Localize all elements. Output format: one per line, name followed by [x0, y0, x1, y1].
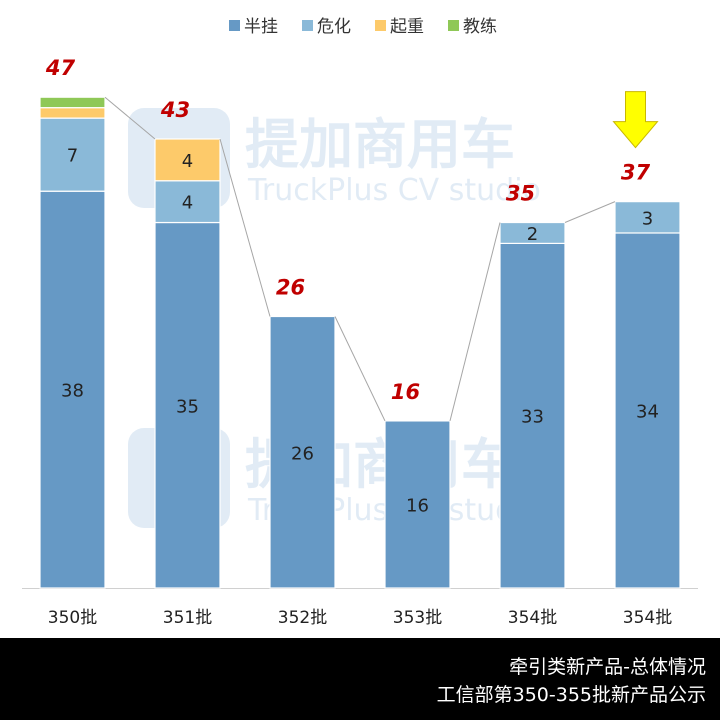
bar-value-label: 4 [182, 193, 193, 214]
category-label: 351批 [163, 608, 212, 628]
connector-line [104, 96, 156, 140]
bar-value-label: 26 [291, 443, 314, 464]
connector-line [219, 138, 271, 317]
legend-item: 起重 [375, 17, 424, 37]
bar-segment [614, 201, 681, 234]
connector-line [334, 316, 386, 422]
category-label: 354批 [623, 608, 672, 628]
legend-label: 教练 [463, 17, 497, 37]
bar-segment [614, 232, 681, 589]
bar-segment [269, 315, 336, 589]
total-label: 37 [621, 161, 651, 185]
legend-swatch [448, 20, 459, 31]
total-label: 47 [45, 56, 76, 80]
category-label: 354批 [508, 608, 557, 628]
bar-segment [154, 138, 221, 182]
footer-title: 牵引类新产品-总体情况 [509, 656, 706, 678]
connector-line [449, 222, 501, 422]
legend-swatch [229, 20, 240, 31]
legend-item: 危化 [302, 17, 351, 37]
category-label: 352批 [278, 608, 327, 628]
total-label: 43 [160, 98, 190, 122]
legend-item: 半挂 [229, 17, 278, 37]
down-arrow-icon [612, 91, 659, 149]
total-label: 26 [276, 276, 305, 300]
bar-value-label: 38 [61, 381, 84, 402]
bar-value-label: 7 [67, 146, 78, 167]
legend-swatch [302, 20, 313, 31]
category-label: 353批 [393, 608, 442, 628]
category-label: 350批 [48, 608, 97, 628]
bar-value-label: 2 [527, 224, 538, 245]
footer-subtitle: 工信部第350-355批新产品公示 [436, 684, 706, 706]
legend-item: 教练 [448, 17, 497, 37]
bar-value-label: 3 [642, 208, 653, 229]
watermark-brand: 提加商用车 [245, 113, 515, 176]
bar-value-label: 34 [636, 401, 659, 422]
legend-label: 半挂 [244, 17, 278, 37]
bar-value-label: 33 [521, 407, 544, 428]
connector-line [564, 201, 616, 223]
legend-label: 危化 [317, 17, 351, 37]
bar-value-label: 4 [182, 151, 193, 172]
bar-segment [39, 96, 106, 109]
legend-swatch [375, 20, 386, 31]
bar-segment [39, 107, 106, 119]
bar-value-label: 35 [176, 396, 199, 417]
bar-segment [499, 221, 566, 245]
bar-segment [154, 180, 221, 224]
bar-value-label: 16 [406, 495, 429, 516]
total-label: 35 [506, 182, 535, 206]
legend-label: 起重 [390, 17, 424, 37]
total-label: 16 [391, 380, 420, 404]
footer-banner: 牵引类新产品-总体情况 工信部第350-355批新产品公示 [0, 638, 720, 720]
bar-segment [384, 420, 451, 589]
watermark-sub: TruckPlus CV studio [247, 173, 541, 208]
bar-segment [39, 190, 106, 589]
